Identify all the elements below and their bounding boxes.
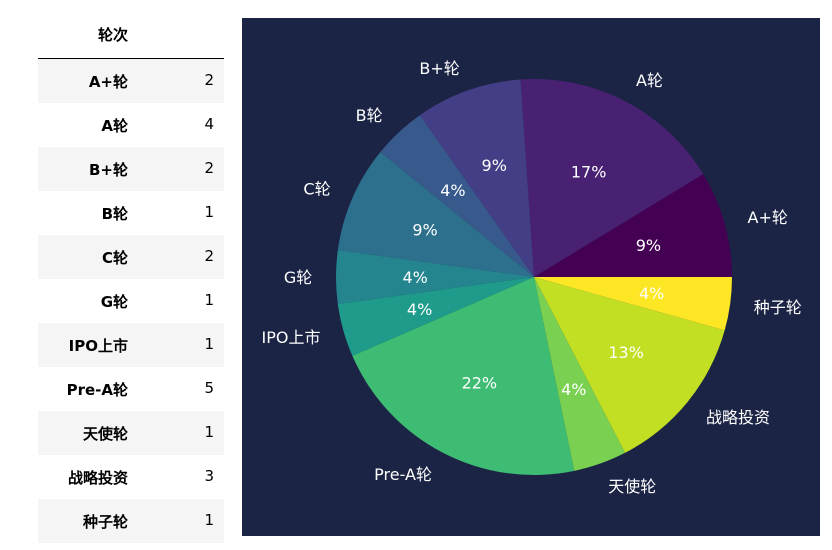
pie-slice (534, 174, 732, 277)
slice-category-label: G轮 (284, 268, 312, 287)
pie-slice (352, 277, 575, 475)
slice-percent-label: 22% (462, 373, 498, 392)
slice-percent-label: 4% (440, 181, 465, 200)
pie-slice (419, 79, 534, 277)
pie-slice (380, 115, 534, 277)
pie-chart-panel: 9% A+轮 17% A轮 9% B+轮 4% B轮 9% C轮 4% G轮 4% IPO上市 22% Pre… (242, 18, 820, 536)
pie-slice (336, 250, 534, 304)
table-row: Pre-A轮 5 (38, 367, 224, 411)
slice-category-label: A轮 (636, 71, 663, 90)
slice-category-label: B+轮 (419, 59, 459, 78)
pie-slice (534, 277, 725, 453)
table-header: 轮次 (38, 16, 224, 59)
table-row: C轮 2 (38, 235, 224, 279)
row-label: B+轮 (88, 161, 128, 179)
pie-slice (520, 78, 704, 277)
slice-percent-label: 4% (639, 284, 664, 303)
slice-percent-label: 9% (412, 221, 437, 240)
slice-percent-label: 4% (407, 300, 432, 319)
row-count: 4 (204, 115, 214, 133)
pie-slice (534, 277, 732, 331)
pie-chart: 9% A+轮 17% A轮 9% B+轮 4% B轮 9% C轮 4% G轮 4% IPO上市 22% Pre… (261, 59, 802, 496)
row-count: 1 (204, 203, 214, 221)
row-label: 种子轮 (82, 513, 128, 531)
slice-category-label: B轮 (356, 106, 383, 125)
slice-percent-label: 4% (403, 268, 428, 287)
row-count: 1 (204, 423, 214, 441)
table-row: A轮 4 (38, 103, 224, 147)
table-row: IPO上市 1 (38, 323, 224, 367)
table-row: G轮 1 (38, 279, 224, 323)
table-header-label: 轮次 (97, 26, 128, 44)
slice-percent-label: 17% (571, 163, 607, 182)
slice-category-label: 战略投资 (706, 408, 770, 427)
row-count: 2 (204, 247, 214, 265)
row-label: Pre-A轮 (66, 381, 128, 399)
row-label: 战略投资 (67, 469, 128, 487)
row-count: 5 (204, 379, 214, 397)
slice-percent-label: 4% (561, 380, 586, 399)
data-table: 轮次 A+轮 2 A轮 4 B+轮 2 B轮 1 C轮 2 G轮 1 IPO上市 1 Pre-A轮 5 天使轮 1… (38, 16, 224, 543)
row-label: A+轮 (88, 73, 128, 91)
pie-slice (337, 277, 534, 356)
row-label: B轮 (101, 205, 128, 223)
row-label: C轮 (101, 249, 128, 267)
row-label: A轮 (101, 117, 128, 135)
row-count: 1 (204, 291, 214, 309)
slice-category-label: 种子轮 (754, 298, 802, 317)
slice-category-label: Pre-A轮 (374, 465, 432, 484)
row-count: 1 (204, 511, 214, 529)
slice-percent-label: 9% (636, 236, 661, 255)
row-count: 2 (204, 159, 214, 177)
table-row: 天使轮 1 (38, 411, 224, 455)
slice-percent-label: 9% (482, 156, 507, 175)
row-label: G轮 (100, 293, 128, 311)
row-label: IPO上市 (68, 337, 128, 355)
slice-category-label: 天使轮 (608, 477, 656, 496)
slice-category-label: A+轮 (748, 208, 788, 227)
pie-slice (534, 277, 626, 471)
table-row: A+轮 2 (38, 59, 224, 103)
row-count: 2 (204, 71, 214, 89)
table-body: A+轮 2 A轮 4 B+轮 2 B轮 1 C轮 2 G轮 1 IPO上市 1 Pre-A轮 5 天使轮 1 战略投… (38, 59, 224, 543)
table-row: B+轮 2 (38, 147, 224, 191)
table-row: 种子轮 1 (38, 499, 224, 543)
row-label: 天使轮 (82, 425, 128, 443)
slice-percent-label: 13% (608, 343, 644, 362)
table-row: 战略投资 3 (38, 455, 224, 499)
table-row: B轮 1 (38, 191, 224, 235)
slice-category-label: IPO上市 (261, 328, 320, 347)
row-count: 3 (204, 467, 214, 485)
row-count: 1 (204, 335, 214, 353)
pie-slice (337, 152, 534, 277)
slice-category-label: C轮 (303, 180, 330, 199)
